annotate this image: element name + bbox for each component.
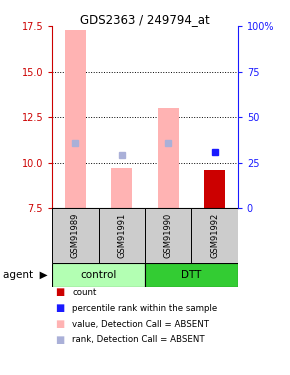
Bar xyxy=(52,262,145,287)
Text: count: count xyxy=(72,288,97,297)
Bar xyxy=(145,208,191,262)
Bar xyxy=(145,262,238,287)
Bar xyxy=(191,208,238,262)
Bar xyxy=(111,168,132,208)
Bar xyxy=(158,108,179,208)
Text: GDS2363 / 249794_at: GDS2363 / 249794_at xyxy=(80,13,210,26)
Text: ■: ■ xyxy=(55,319,64,329)
Bar xyxy=(99,208,145,262)
Bar xyxy=(204,170,225,208)
Text: agent  ▶: agent ▶ xyxy=(3,270,48,280)
Text: control: control xyxy=(80,270,117,280)
Text: ■: ■ xyxy=(55,335,64,345)
Text: GSM91991: GSM91991 xyxy=(117,213,126,258)
Text: GSM91992: GSM91992 xyxy=(210,213,219,258)
Text: DTT: DTT xyxy=(181,270,202,280)
Text: value, Detection Call = ABSENT: value, Detection Call = ABSENT xyxy=(72,320,209,328)
Text: rank, Detection Call = ABSENT: rank, Detection Call = ABSENT xyxy=(72,335,205,344)
Text: ■: ■ xyxy=(55,303,64,313)
Text: GSM91989: GSM91989 xyxy=(71,213,80,258)
Text: GSM91990: GSM91990 xyxy=(164,213,173,258)
Text: percentile rank within the sample: percentile rank within the sample xyxy=(72,304,218,313)
Text: ■: ■ xyxy=(55,288,64,297)
Bar xyxy=(65,30,86,208)
Bar xyxy=(52,208,99,262)
